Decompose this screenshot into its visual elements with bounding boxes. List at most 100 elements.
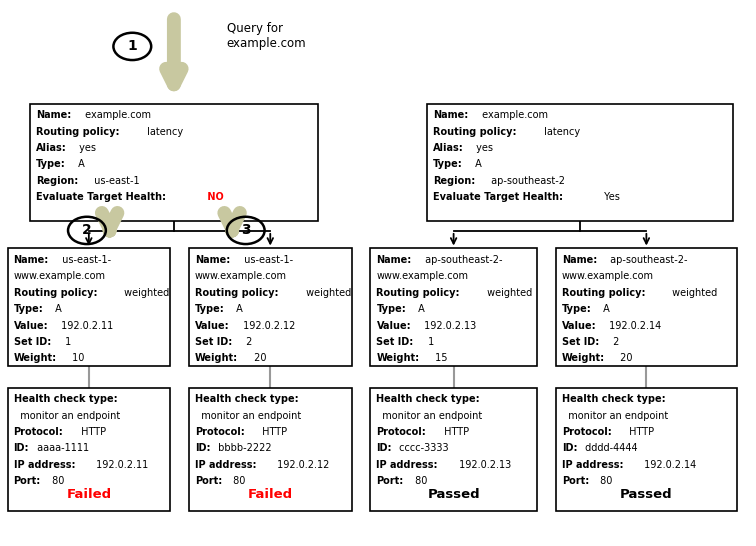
Text: Failed: Failed: [67, 488, 111, 501]
Text: Protocol:: Protocol:: [14, 427, 64, 437]
Text: A: A: [600, 304, 610, 314]
Bar: [370, 248, 537, 366]
Text: latency: latency: [541, 127, 580, 136]
Text: www.example.com: www.example.com: [562, 271, 654, 281]
Text: Yes: Yes: [601, 192, 620, 202]
Text: Evaluate Target Health:: Evaluate Target Health:: [433, 192, 563, 202]
Text: 1: 1: [62, 337, 71, 347]
Text: 192.0.2.12: 192.0.2.12: [274, 460, 330, 470]
Bar: [189, 248, 352, 366]
Text: Protocol:: Protocol:: [195, 427, 245, 437]
Text: Health check type:: Health check type:: [562, 394, 665, 404]
Text: 1: 1: [425, 337, 434, 347]
Text: Type:: Type:: [36, 159, 66, 169]
Text: Passed: Passed: [427, 488, 480, 501]
Text: bbbb-2222: bbbb-2222: [215, 443, 271, 453]
Text: 10: 10: [70, 353, 85, 363]
Text: Name:: Name:: [433, 110, 469, 120]
Text: www.example.com: www.example.com: [376, 271, 469, 281]
Text: Set ID:: Set ID:: [376, 337, 414, 347]
Text: ap-southeast-2-: ap-southeast-2-: [422, 255, 503, 265]
Text: yes: yes: [472, 143, 493, 153]
Text: 80: 80: [412, 476, 427, 486]
Text: 2: 2: [243, 337, 253, 347]
Bar: [30, 104, 318, 221]
Text: Weight:: Weight:: [562, 353, 605, 363]
Text: ap-southeast-2-: ap-southeast-2-: [607, 255, 688, 265]
Text: www.example.com: www.example.com: [195, 271, 287, 281]
Text: weighted: weighted: [485, 288, 532, 298]
Text: NO: NO: [204, 192, 224, 202]
Text: A: A: [52, 304, 62, 314]
Text: www.example.com: www.example.com: [14, 271, 106, 281]
Text: Alias:: Alias:: [433, 143, 464, 153]
Text: Type:: Type:: [433, 159, 463, 169]
Text: 192.0.2.13: 192.0.2.13: [421, 321, 476, 330]
Text: Name:: Name:: [562, 255, 597, 265]
Text: 15: 15: [432, 353, 448, 363]
Text: A: A: [415, 304, 425, 314]
Text: Region:: Region:: [433, 176, 476, 186]
Text: us-east-1-: us-east-1-: [59, 255, 111, 265]
Text: Routing policy:: Routing policy:: [36, 127, 119, 136]
Text: Failed: Failed: [248, 488, 293, 501]
Text: 192.0.2.11: 192.0.2.11: [58, 321, 113, 330]
Text: Type:: Type:: [14, 304, 43, 314]
Text: A: A: [234, 304, 243, 314]
Text: Routing policy:: Routing policy:: [433, 127, 516, 136]
Text: ID:: ID:: [562, 443, 578, 453]
Bar: [427, 104, 733, 221]
Bar: [8, 388, 170, 511]
Text: IP address:: IP address:: [195, 460, 256, 470]
Text: Value:: Value:: [14, 321, 48, 330]
Text: 192.0.2.14: 192.0.2.14: [606, 321, 662, 330]
Text: Protocol:: Protocol:: [562, 427, 612, 437]
Text: weighted: weighted: [303, 288, 351, 298]
Text: Set ID:: Set ID:: [14, 337, 51, 347]
Text: Value:: Value:: [562, 321, 596, 330]
Text: A: A: [472, 159, 482, 169]
Text: aaaa-1111: aaaa-1111: [33, 443, 88, 453]
Text: 20: 20: [251, 353, 266, 363]
Text: Health check type:: Health check type:: [376, 394, 480, 404]
Text: Type:: Type:: [562, 304, 591, 314]
Text: Port:: Port:: [376, 476, 404, 486]
Text: weighted: weighted: [670, 288, 717, 298]
Text: 3: 3: [241, 223, 250, 238]
Text: example.com: example.com: [82, 110, 150, 120]
Text: Port:: Port:: [14, 476, 41, 486]
Text: us-east-1: us-east-1: [91, 176, 139, 186]
Text: monitor an endpoint: monitor an endpoint: [376, 411, 483, 420]
Text: example.com: example.com: [479, 110, 547, 120]
Text: 80: 80: [231, 476, 246, 486]
Text: Routing policy:: Routing policy:: [376, 288, 460, 298]
Text: monitor an endpoint: monitor an endpoint: [14, 411, 120, 420]
Bar: [370, 388, 537, 511]
Text: Routing policy:: Routing policy:: [562, 288, 645, 298]
Text: Port:: Port:: [195, 476, 222, 486]
Text: IP address:: IP address:: [376, 460, 438, 470]
Text: Routing policy:: Routing policy:: [195, 288, 278, 298]
Text: IP address:: IP address:: [14, 460, 75, 470]
Text: weighted: weighted: [122, 288, 169, 298]
Text: Weight:: Weight:: [14, 353, 57, 363]
Text: Set ID:: Set ID:: [562, 337, 599, 347]
Text: monitor an endpoint: monitor an endpoint: [195, 411, 302, 420]
Text: monitor an endpoint: monitor an endpoint: [562, 411, 668, 420]
Text: 1: 1: [128, 39, 137, 54]
Text: Routing policy:: Routing policy:: [14, 288, 97, 298]
Text: 2: 2: [610, 337, 619, 347]
Text: Name:: Name:: [36, 110, 72, 120]
Text: 20: 20: [618, 353, 633, 363]
Text: dddd-4444: dddd-4444: [581, 443, 637, 453]
Text: 80: 80: [49, 476, 64, 486]
Text: yes: yes: [76, 143, 96, 153]
Bar: [189, 388, 352, 511]
Text: 192.0.2.14: 192.0.2.14: [641, 460, 696, 470]
Text: IP address:: IP address:: [562, 460, 623, 470]
Text: Protocol:: Protocol:: [376, 427, 426, 437]
Text: HTTP: HTTP: [78, 427, 106, 437]
Text: Weight:: Weight:: [195, 353, 238, 363]
Text: 80: 80: [597, 476, 612, 486]
Text: latency: latency: [144, 127, 183, 136]
